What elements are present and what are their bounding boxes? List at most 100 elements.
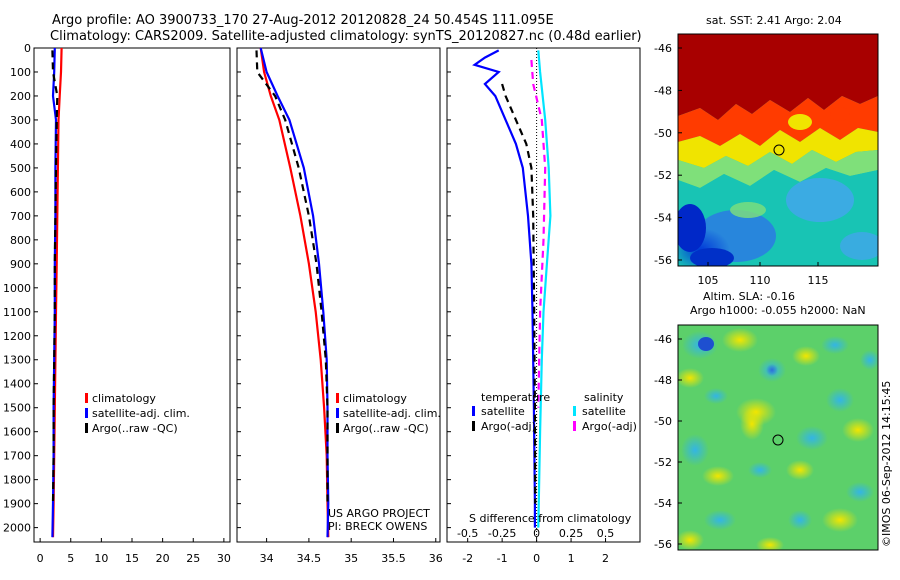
depth-tick-label: 1400 <box>3 378 31 391</box>
legend-label-satellite: satellite-adj. clim. <box>92 407 190 420</box>
lon-tick-label: 115 <box>808 274 829 287</box>
sla-map-title-1: Altim. SLA: -0.16 <box>703 290 795 303</box>
lat-tick-label: -48 <box>654 84 672 97</box>
difference-series-line <box>472 49 537 528</box>
difference-s-ticks: -0.5 -0.25 0 0.25 0.5 <box>457 527 614 540</box>
s-difference-axis-label: S difference from climatology <box>469 512 632 525</box>
sla-argo-location-marker <box>772 434 784 446</box>
temperature-axes-frame <box>33 47 231 543</box>
sst-lat-ticks: -46 -48 -50 -52 -54 -56 <box>654 42 682 267</box>
x-tick-label: 36 <box>429 552 443 565</box>
sst-map: sat. SST: 2.41 Argo: 2.04 -46 -48 -50 -52 -5… <box>654 14 879 287</box>
legend-title-temperature: temperature <box>481 391 550 404</box>
lat-tick-label: -50 <box>654 127 672 140</box>
depth-tick-label: 600 <box>10 186 31 199</box>
lat-tick-label: -52 <box>654 169 672 182</box>
depth-tick-label: 1100 <box>3 306 31 319</box>
difference-series <box>472 49 552 528</box>
salinity-series-line <box>259 47 330 538</box>
temperature-panel: 0100200300400500600700800900100011001200… <box>3 42 231 565</box>
header-line1: Argo profile: AO 3900733_170 27-Aug-2012… <box>52 13 554 28</box>
salinity-panel: 34 34.5 35 35.5 36 climatology satellite-adj… <box>236 47 443 565</box>
x-tick-label: 15 <box>125 552 139 565</box>
salinity-y-ticks <box>237 47 241 529</box>
lon-tick-label: 110 <box>750 274 771 287</box>
depth-tick-label: 1700 <box>3 450 31 463</box>
depth-tick-label: 900 <box>10 258 31 271</box>
legend-swatch-salinity-argo <box>573 421 576 431</box>
lat-tick-label: -46 <box>654 333 672 346</box>
x-tick-label: 34.5 <box>297 552 322 565</box>
lat-tick-label: -50 <box>654 415 672 428</box>
legend-swatch-temperature-satellite <box>472 406 475 416</box>
lat-tick-label: -56 <box>654 538 672 551</box>
salinity-series-line <box>255 50 329 504</box>
legend-swatch-satellite <box>85 408 88 418</box>
header-line2: Climatology: CARS2009. Satellite-adjuste… <box>50 29 642 44</box>
x-tick-label: -2 <box>462 552 473 565</box>
temperature-series-line <box>51 47 58 538</box>
x-tick-label: -1 <box>497 552 508 565</box>
s-tick-label: 0.5 <box>597 527 615 540</box>
depth-tick-label: 1300 <box>3 354 31 367</box>
lat-tick-label: -56 <box>654 254 672 267</box>
depth-tick-label: 2000 <box>3 522 31 535</box>
legend-swatch-salinity-satellite <box>573 406 576 416</box>
lat-tick-label: -54 <box>654 212 672 225</box>
legend-swatch-satellite <box>336 408 339 418</box>
temperature-series <box>51 47 63 538</box>
legend-swatch-argo <box>85 423 88 433</box>
x-tick-label: 1 <box>568 552 575 565</box>
x-tick-label: 35 <box>344 552 358 565</box>
s-tick-label: -0.25 <box>488 527 516 540</box>
legend-label-temperature-argo: Argo(-adj) <box>481 420 536 433</box>
x-tick-label: 2 <box>602 552 609 565</box>
legend-title-salinity: salinity <box>584 391 624 404</box>
difference-legend: temperature satellite Argo(-adj) salinit… <box>472 391 637 433</box>
legend-swatch-climatology <box>336 393 339 403</box>
map-footer-stamp: ©IMOS 06-Sep-2012 14:15:45 <box>880 381 893 547</box>
x-tick-label: 25 <box>186 552 200 565</box>
legend-label-argo: Argo(..raw -QC) <box>92 422 178 435</box>
difference-y-ticks <box>447 47 451 529</box>
depth-tick-label: 0 <box>24 42 31 55</box>
x-tick-label: 34 <box>260 552 274 565</box>
salinity-legend: climatology satellite-adj. clim. Argo(..… <box>336 392 441 435</box>
legend-swatch-argo <box>336 423 339 433</box>
x-tick-label: 0 <box>533 552 540 565</box>
legend-label-climatology: climatology <box>343 392 407 405</box>
legend-swatch-climatology <box>85 393 88 403</box>
sst-lon-ticks: 105 110 115 <box>698 262 829 287</box>
lat-tick-label: -48 <box>654 374 672 387</box>
sla-lat-ticks: -46 -48 -50 -52 -54 -56 <box>654 333 682 551</box>
sst-map-title: sat. SST: 2.41 Argo: 2.04 <box>706 14 842 27</box>
sst-argo-location-marker <box>773 144 785 156</box>
temperature-legend: climatology satellite-adj. clim. Argo(..… <box>85 392 190 435</box>
depth-tick-label: 300 <box>10 114 31 127</box>
legend-swatch-temperature-argo <box>472 421 475 431</box>
depth-tick-label: 1800 <box>3 474 31 487</box>
credit-project: US ARGO PROJECT <box>328 507 430 520</box>
depth-tick-label: 1500 <box>3 402 31 415</box>
lat-tick-label: -54 <box>654 497 672 510</box>
sla-map-frame <box>677 324 879 551</box>
lat-tick-label: -52 <box>654 456 672 469</box>
x-tick-label: 30 <box>217 552 231 565</box>
legend-label-salinity-satellite: satellite <box>582 405 626 418</box>
depth-tick-label: 1900 <box>3 498 31 511</box>
s-tick-label: 0.25 <box>559 527 584 540</box>
sla-map-title-2: Argo h1000: -0.055 h2000: NaN <box>690 304 866 317</box>
depth-tick-label: 1600 <box>3 426 31 439</box>
s-tick-label: -0.5 <box>457 527 478 540</box>
sst-map-frame <box>677 33 879 267</box>
difference-axes-frame <box>446 47 641 543</box>
x-tick-label: 0 <box>37 552 44 565</box>
depth-tick-label: 100 <box>10 66 31 79</box>
salinity-x-ticks: 34 34.5 35 35.5 36 <box>260 538 443 565</box>
legend-label-salinity-argo: Argo(-adj) <box>582 420 637 433</box>
depth-tick-label: 800 <box>10 234 31 247</box>
difference-series-line <box>501 83 537 504</box>
sla-map-image <box>678 325 878 550</box>
legend-label-satellite: satellite-adj. clim. <box>343 407 441 420</box>
